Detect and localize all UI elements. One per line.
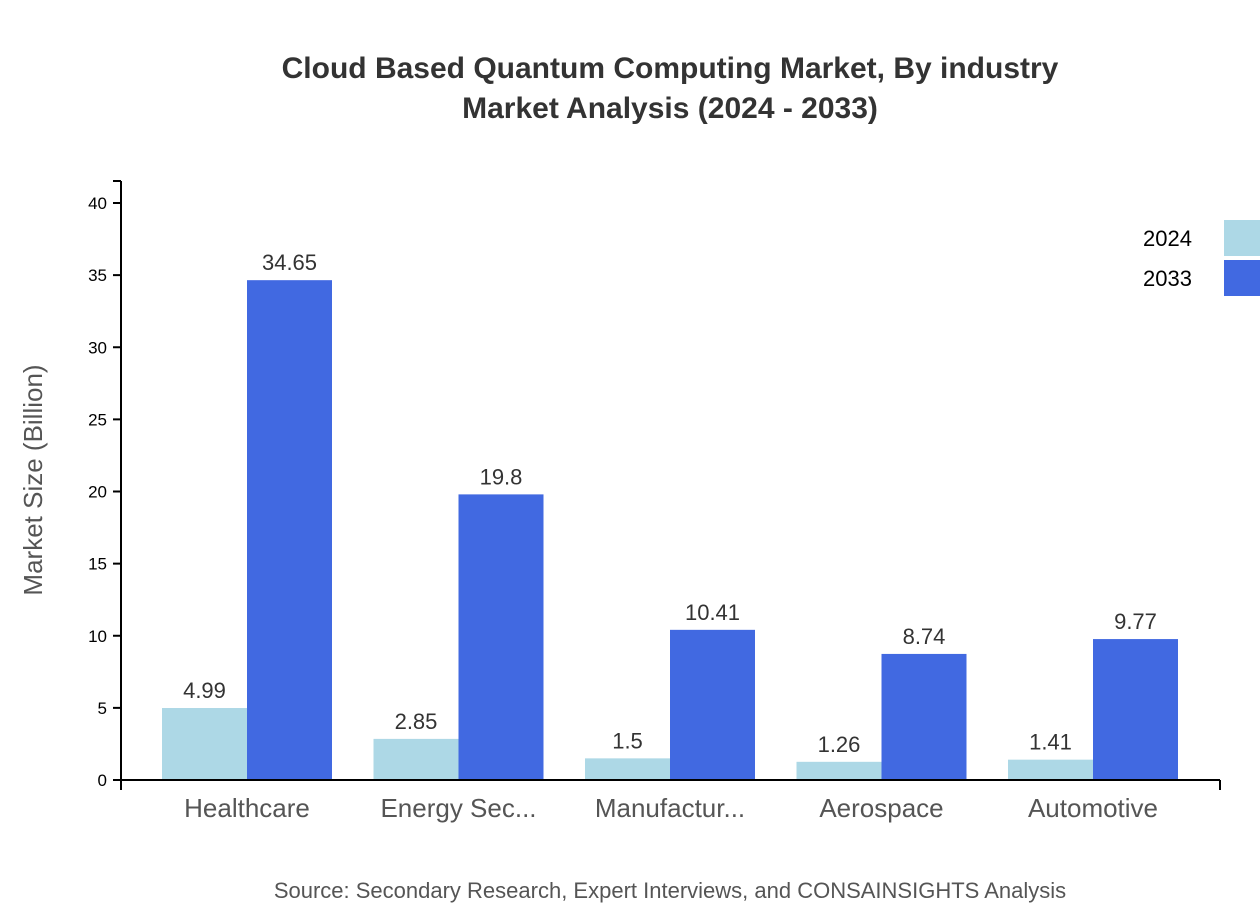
x-tick-label: Energy Sec... bbox=[380, 793, 536, 823]
data-label: 1.5 bbox=[612, 728, 643, 753]
bar-2033 bbox=[1093, 639, 1178, 780]
x-tick-label: Healthcare bbox=[184, 793, 310, 823]
y-tick-label: 5 bbox=[98, 699, 107, 718]
y-tick-label: 15 bbox=[88, 555, 107, 574]
y-tick-label: 25 bbox=[88, 410, 107, 429]
data-label: 10.41 bbox=[685, 600, 740, 625]
bar-2033 bbox=[670, 629, 755, 780]
data-label: 9.77 bbox=[1114, 609, 1157, 634]
y-tick-label: 30 bbox=[88, 338, 107, 357]
chart-subtitle: Market Analysis (2024 - 2033) bbox=[462, 92, 878, 125]
data-label: 19.8 bbox=[480, 464, 523, 489]
bar-2024 bbox=[585, 758, 670, 780]
x-tick-label: Aerospace bbox=[819, 793, 943, 823]
data-label: 1.26 bbox=[818, 732, 861, 757]
bar-2024 bbox=[796, 761, 882, 780]
chart-title: Cloud Based Quantum Computing Market, By… bbox=[281, 52, 1059, 85]
y-axis-label: Market Size (Billion) bbox=[18, 364, 48, 595]
legend-swatch-2033 bbox=[1224, 260, 1260, 296]
data-label: 2.85 bbox=[395, 709, 438, 734]
bar-2033 bbox=[458, 494, 544, 780]
legend-swatch-2024 bbox=[1224, 220, 1260, 256]
bar-2033 bbox=[881, 653, 967, 780]
bar-2033 bbox=[247, 280, 332, 780]
y-tick-label: 0 bbox=[98, 771, 107, 790]
data-label: 4.99 bbox=[183, 678, 226, 703]
data-label: 8.74 bbox=[903, 624, 946, 649]
x-tick-label: Manufactur... bbox=[595, 793, 745, 823]
source-note: Source: Secondary Research, Expert Inter… bbox=[273, 878, 1067, 903]
x-tick-label: Automotive bbox=[1028, 793, 1158, 823]
y-tick-label: 20 bbox=[88, 483, 107, 502]
y-tick-label: 40 bbox=[88, 194, 107, 213]
bar-2024 bbox=[373, 738, 459, 780]
data-label: 1.41 bbox=[1029, 730, 1072, 755]
bar-2024 bbox=[162, 708, 247, 780]
y-tick-label: 35 bbox=[88, 266, 107, 285]
y-tick-label: 10 bbox=[88, 627, 107, 646]
legend-label: 2033 bbox=[1143, 266, 1192, 291]
legend-label: 2024 bbox=[1143, 226, 1192, 251]
data-label: 34.65 bbox=[262, 250, 317, 275]
bar-2024 bbox=[1008, 759, 1093, 780]
